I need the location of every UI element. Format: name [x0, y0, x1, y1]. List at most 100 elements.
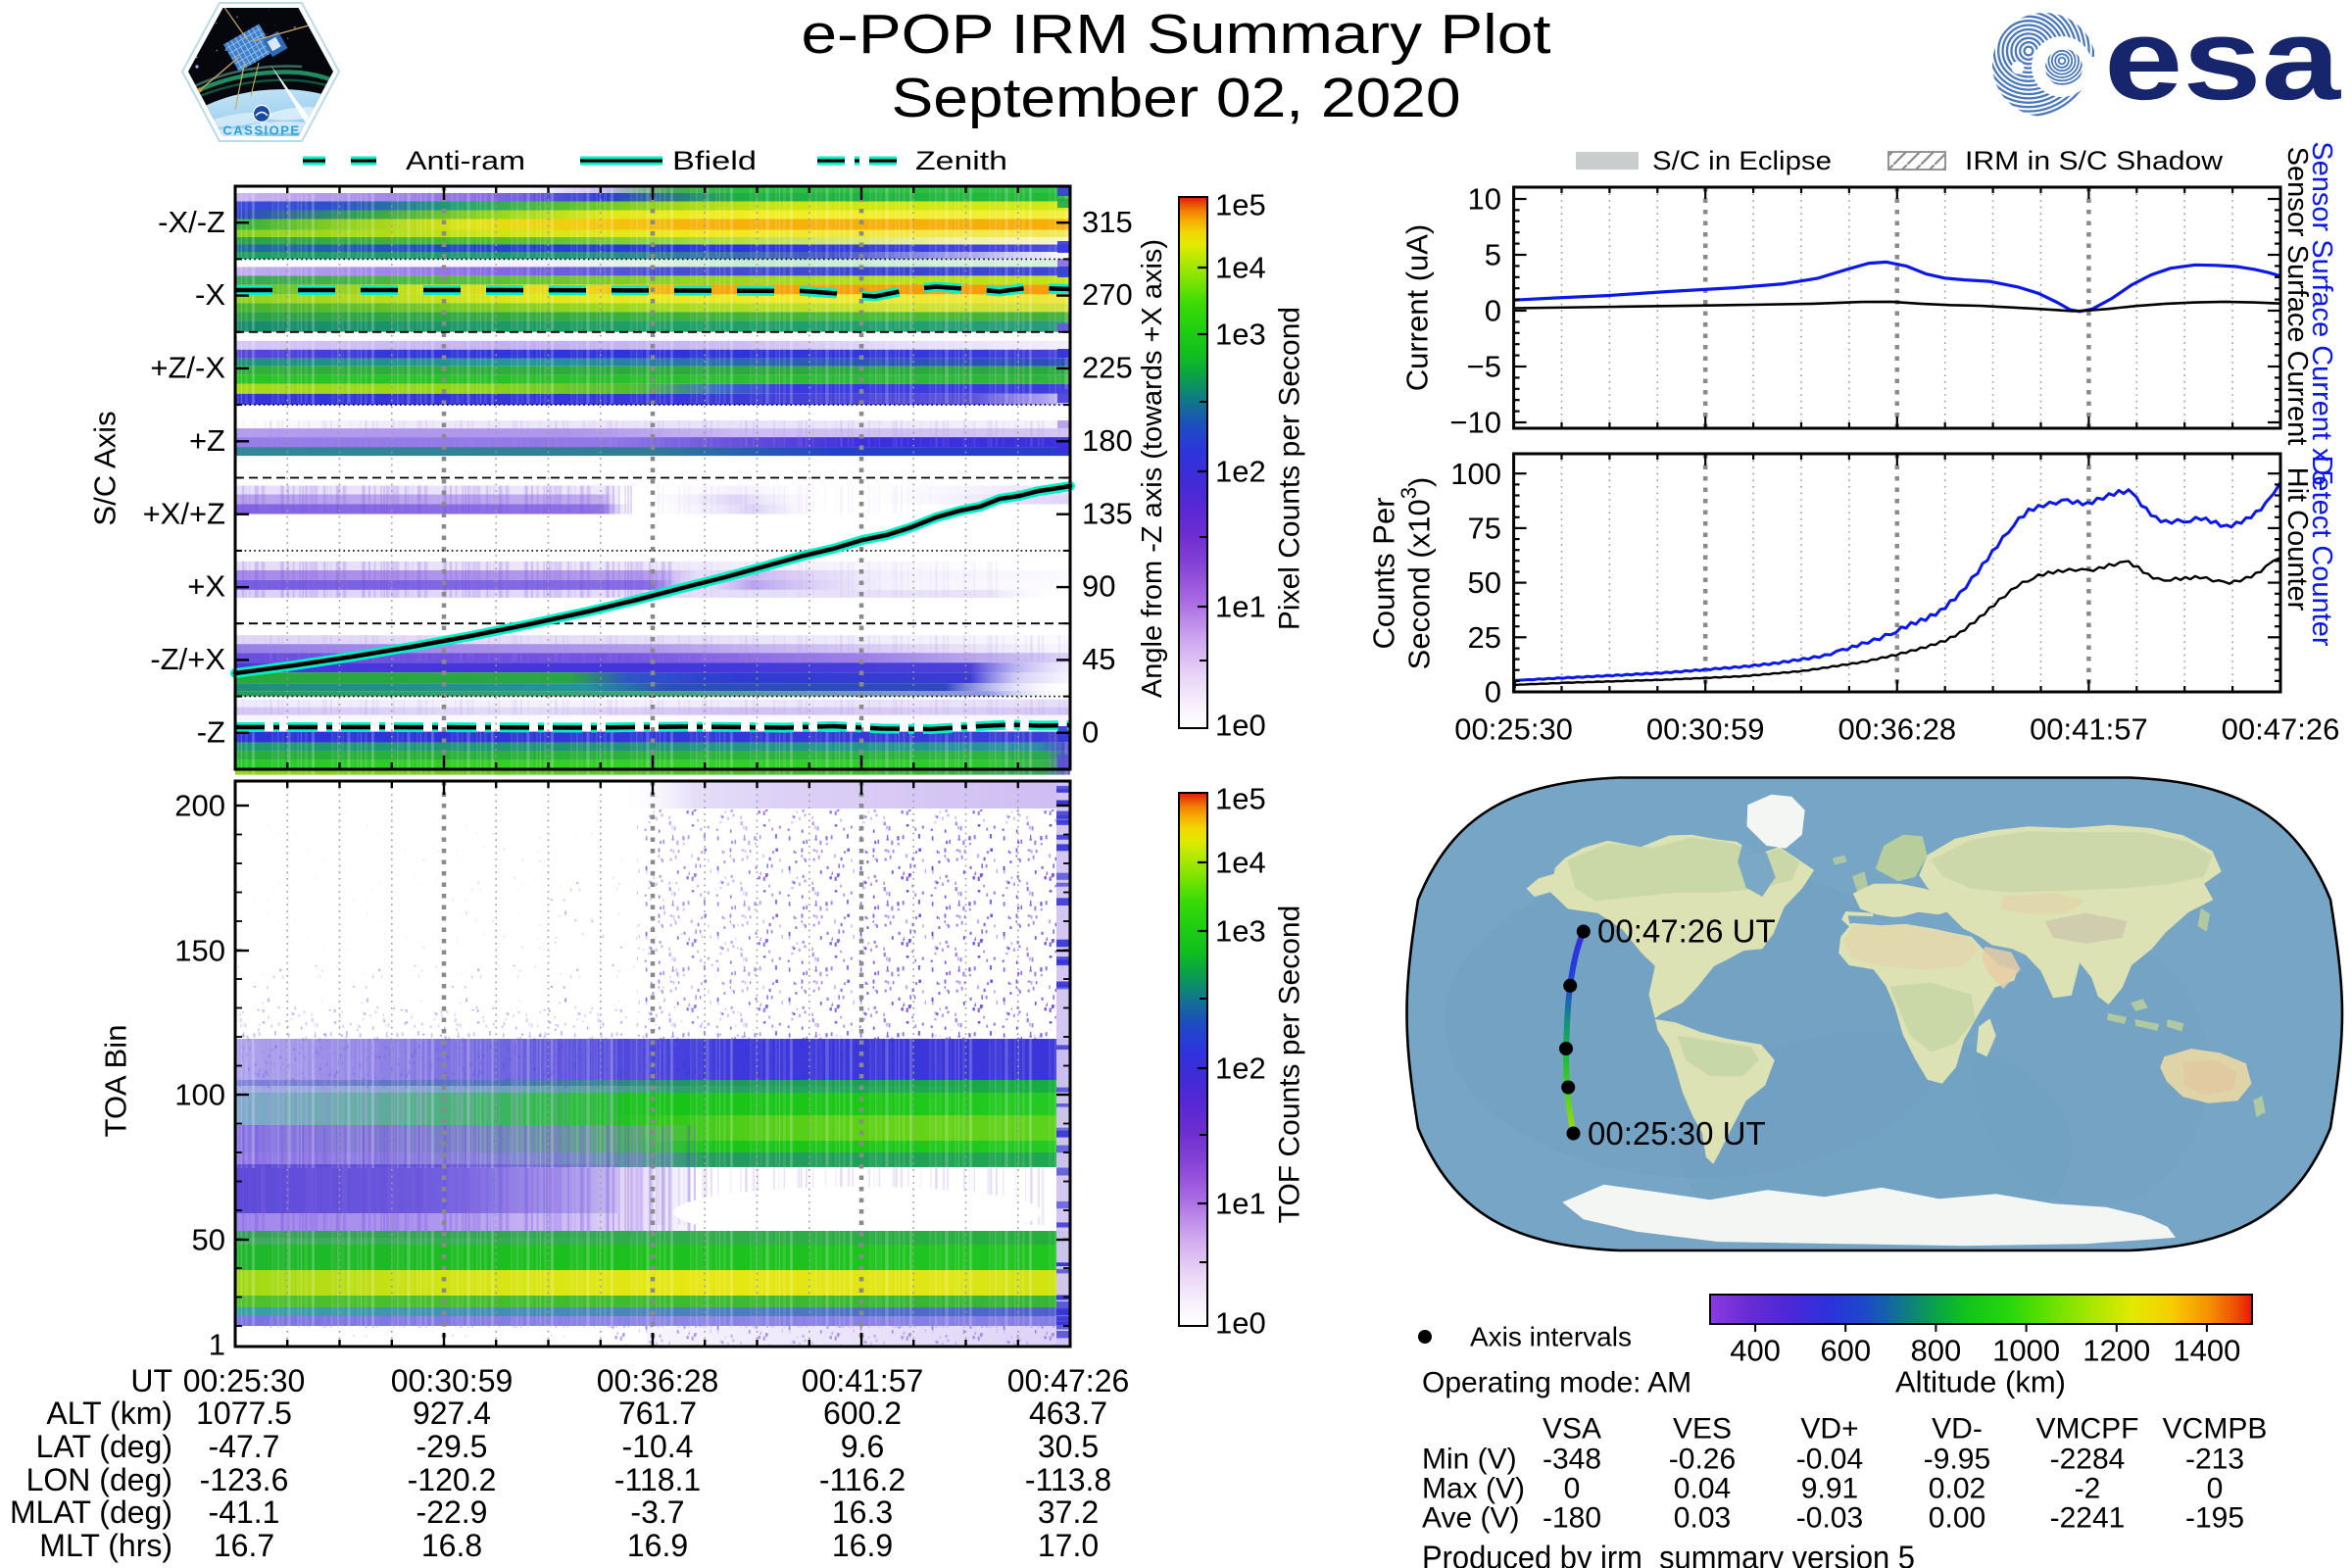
svg-text:Altitude (km): Altitude (km)	[1895, 1365, 2066, 1399]
svg-text:1077.5: 1077.5	[196, 1396, 292, 1431]
svg-text:LAT (deg): LAT (deg)	[36, 1429, 172, 1464]
svg-text:-10.4: -10.4	[622, 1429, 694, 1464]
svg-text:1e5: 1e5	[1215, 188, 1266, 222]
svg-text:0: 0	[1082, 714, 1099, 749]
svg-text:10: 10	[1468, 182, 1501, 217]
svg-text:270: 270	[1082, 277, 1133, 312]
svg-text:1000: 1000	[1992, 1334, 2060, 1368]
svg-text:Sensor Surface Current: Sensor Surface Current	[2281, 147, 2313, 446]
svg-text:MLT (hrs): MLT (hrs)	[39, 1528, 172, 1563]
svg-text:0.02: 0.02	[1929, 1473, 1985, 1505]
svg-text:0.03: 0.03	[1674, 1502, 1731, 1535]
svg-text:Bfield: Bfield	[672, 146, 757, 175]
svg-text:-180: -180	[1543, 1502, 1601, 1535]
svg-text:Detect Counter: Detect Counter	[2306, 455, 2337, 646]
svg-text:Axis intervals: Axis intervals	[1470, 1322, 1632, 1352]
svg-text:-195: -195	[2185, 1502, 2244, 1535]
svg-text:Zenith: Zenith	[915, 146, 1007, 175]
svg-text:761.7: 761.7	[618, 1396, 697, 1431]
svg-text:75: 75	[1468, 511, 1501, 545]
svg-text:-120.2: -120.2	[408, 1462, 497, 1497]
svg-text:-22.9: -22.9	[416, 1494, 488, 1530]
svg-text:-2284: -2284	[2050, 1444, 2126, 1476]
svg-text:1e4: 1e4	[1215, 251, 1266, 285]
svg-text:Pixel Counts per Second: Pixel Counts per Second	[1274, 307, 1306, 630]
svg-text:00:30:59: 00:30:59	[1646, 712, 1765, 747]
svg-text:0.04: 0.04	[1674, 1473, 1731, 1505]
svg-text:VMCPF: VMCPF	[2036, 1413, 2139, 1446]
svg-text:Counts Per: Counts Per	[1367, 497, 1401, 649]
svg-text:-118.1: -118.1	[614, 1462, 701, 1497]
svg-text:IRM in S/C Shadow: IRM in S/C Shadow	[1965, 146, 2224, 175]
svg-text:TOA Bin: TOA Bin	[99, 1025, 133, 1138]
svg-text:135: 135	[1082, 496, 1133, 530]
svg-text:Hit Counter: Hit Counter	[2281, 467, 2313, 612]
svg-text:esa: esa	[2104, 0, 2342, 124]
svg-text:50: 50	[1468, 565, 1501, 600]
svg-text:927.4: 927.4	[413, 1396, 491, 1431]
svg-text:1400: 1400	[2173, 1334, 2240, 1368]
svg-text:-213: -213	[2185, 1444, 2244, 1476]
svg-text:-0.26: -0.26	[1669, 1444, 1736, 1476]
svg-text:-Z: -Z	[197, 714, 225, 749]
svg-text:16.9: 16.9	[627, 1528, 688, 1563]
svg-text:100: 100	[174, 1078, 225, 1112]
svg-text:Current (uA): Current (uA)	[1400, 224, 1435, 392]
svg-text:-0.03: -0.03	[1796, 1502, 1863, 1535]
svg-text:−5: −5	[1467, 350, 1501, 384]
svg-text:-X/-Z: -X/-Z	[158, 205, 225, 239]
svg-text:+X: +X	[187, 569, 225, 604]
svg-text:9.91: 9.91	[1801, 1473, 1858, 1505]
svg-text:17.0: 17.0	[1038, 1528, 1099, 1563]
svg-text:00:47:26: 00:47:26	[1007, 1363, 1130, 1398]
svg-text:315: 315	[1082, 205, 1133, 239]
svg-text:Anti-ram: Anti-ram	[406, 146, 525, 175]
svg-text:Second (x103): Second (x103)	[1396, 477, 1437, 670]
svg-text:Min (V): Min (V)	[1422, 1444, 1517, 1476]
svg-text:-2: -2	[2075, 1473, 2101, 1505]
svg-text:1e2: 1e2	[1215, 455, 1266, 489]
svg-text:e-POP IRM Summary Plot: e-POP IRM Summary Plot	[802, 3, 1551, 66]
svg-text:16.3: 16.3	[832, 1494, 893, 1530]
svg-text:600: 600	[1820, 1334, 1871, 1368]
svg-text:1e0: 1e0	[1215, 1306, 1266, 1341]
svg-text:1e1: 1e1	[1215, 590, 1266, 624]
svg-text:1e2: 1e2	[1215, 1052, 1266, 1086]
svg-text:UT: UT	[130, 1363, 172, 1398]
svg-text:S/C Axis: S/C Axis	[88, 411, 122, 525]
svg-text:VSA: VSA	[1543, 1413, 1601, 1446]
svg-text:-9.95: -9.95	[1924, 1444, 1990, 1476]
svg-text:5: 5	[1485, 238, 1501, 272]
svg-text:Ave (V): Ave (V)	[1422, 1502, 1519, 1535]
svg-text:Max (V): Max (V)	[1422, 1473, 1525, 1505]
svg-text:-29.5: -29.5	[416, 1429, 488, 1464]
svg-text:-113.8: -113.8	[1025, 1462, 1111, 1497]
svg-text:463.7: 463.7	[1029, 1396, 1107, 1431]
svg-text:00:41:57: 00:41:57	[802, 1363, 924, 1398]
svg-text:16.9: 16.9	[832, 1528, 893, 1563]
svg-text:800: 800	[1911, 1334, 1962, 1368]
svg-text:1: 1	[209, 1328, 225, 1362]
svg-text:-123.6: -123.6	[200, 1462, 289, 1497]
svg-text:16.8: 16.8	[421, 1528, 482, 1563]
svg-text:Operating mode: AM: Operating mode: AM	[1422, 1367, 1691, 1399]
svg-text:200: 200	[174, 789, 225, 823]
svg-text:00:25:30: 00:25:30	[183, 1363, 306, 1398]
svg-text:CASSIOPE: CASSIOPE	[222, 123, 300, 138]
svg-text:00:47:26: 00:47:26	[2222, 712, 2340, 747]
svg-text:+X/+Z: +X/+Z	[143, 496, 225, 530]
svg-text:+Z: +Z	[189, 423, 225, 458]
svg-text:MLAT (deg): MLAT (deg)	[10, 1494, 172, 1530]
svg-text:VD+: VD+	[1800, 1413, 1858, 1446]
svg-text:VD-: VD-	[1932, 1413, 1983, 1446]
svg-text:-41.1: -41.1	[209, 1494, 280, 1530]
svg-text:Angle from -Z axis (towards +X: Angle from -Z axis (towards +X axis)	[1137, 239, 1168, 698]
svg-text:50: 50	[192, 1223, 225, 1257]
svg-text:LON (deg): LON (deg)	[26, 1462, 172, 1497]
svg-text:00:25:30: 00:25:30	[1454, 712, 1573, 747]
svg-text:-Z/+X: -Z/+X	[150, 642, 225, 676]
svg-text:0: 0	[1564, 1473, 1581, 1505]
svg-text:25: 25	[1468, 620, 1501, 655]
svg-text:37.2: 37.2	[1038, 1494, 1099, 1530]
svg-text:+Z/-X: +Z/-X	[150, 351, 225, 385]
